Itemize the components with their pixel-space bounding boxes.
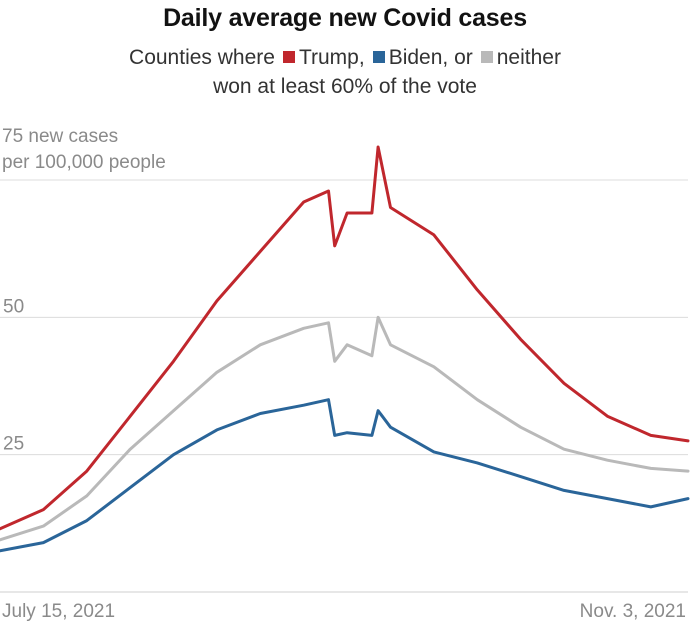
y-tick-label-50: 50 xyxy=(3,296,24,317)
x-axis-start-label: July 15, 2021 xyxy=(2,601,116,622)
y-tick-labels: 50 25 xyxy=(3,296,24,454)
biden-legend-swatch xyxy=(372,51,385,63)
chart-title: Daily average new Covid cases xyxy=(163,4,527,32)
series-lines xyxy=(0,145,690,553)
series-line-trump xyxy=(0,145,690,531)
legend-neither: neither xyxy=(496,46,561,69)
x-axis-end-label: Nov. 3, 2021 xyxy=(579,601,686,622)
legend-biden: Biden, or xyxy=(388,46,473,69)
y-axis-unit-line-1: 75 new cases xyxy=(2,126,119,147)
subtitle-prefix: Counties where xyxy=(129,46,275,69)
series-line-biden xyxy=(0,398,690,553)
series-line-neither xyxy=(0,315,690,542)
y-axis-unit-line-2: per 100,000 people xyxy=(2,152,166,173)
gridlines xyxy=(0,179,688,593)
subtitle-line-1: Counties where Trump, Biden, or neither xyxy=(0,43,690,72)
chart-subtitle: Counties where Trump, Biden, or neither won… xyxy=(0,43,690,101)
legend-trump: Trump, xyxy=(298,46,365,69)
neither-legend-swatch xyxy=(480,51,493,63)
y-tick-label-25: 25 xyxy=(3,434,24,455)
subtitle-line-2: won at least 60% of the vote xyxy=(213,75,477,98)
trump-legend-swatch xyxy=(282,51,295,63)
y-axis-unit-label: 75 new cases per 100,000 people xyxy=(2,124,166,176)
